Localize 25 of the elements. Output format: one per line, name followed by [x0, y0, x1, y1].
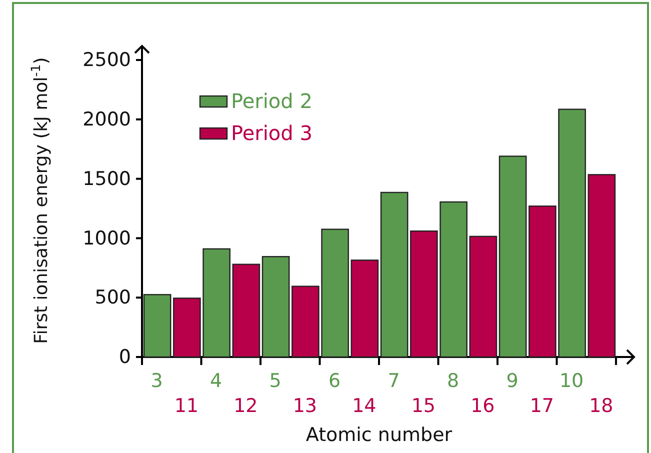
x-tick-label: 6 14	[328, 370, 376, 417]
legend-label: Period 3	[231, 121, 312, 145]
x-tick-label: 10 18	[559, 370, 614, 417]
y-tick-label: 1500	[82, 168, 131, 190]
bar	[232, 264, 260, 358]
bar	[262, 256, 290, 358]
x-tick-label: 7 15	[388, 370, 436, 417]
bar	[588, 174, 616, 358]
bar	[350, 260, 379, 358]
bar	[380, 192, 408, 358]
bar	[469, 236, 498, 358]
y-tick-label: 2000	[82, 108, 131, 130]
y-tick-label: 2500	[82, 49, 131, 72]
bar	[143, 294, 172, 358]
y-tick-label: 500	[94, 286, 131, 309]
x-tick-label: 4 12	[210, 370, 258, 417]
bar	[498, 156, 527, 358]
y-tick-label: 1000	[82, 227, 131, 250]
x-axis-title: Atomic number	[306, 424, 452, 446]
x-tick-label: 8 16	[447, 370, 495, 417]
x-tick-label: 3 11	[150, 370, 199, 417]
y-tick-label: 0	[118, 346, 131, 368]
x-tick-label: 5 13	[269, 370, 318, 417]
legend-label: Period 2	[231, 89, 312, 113]
x-tick-label: 9 17	[506, 370, 554, 417]
